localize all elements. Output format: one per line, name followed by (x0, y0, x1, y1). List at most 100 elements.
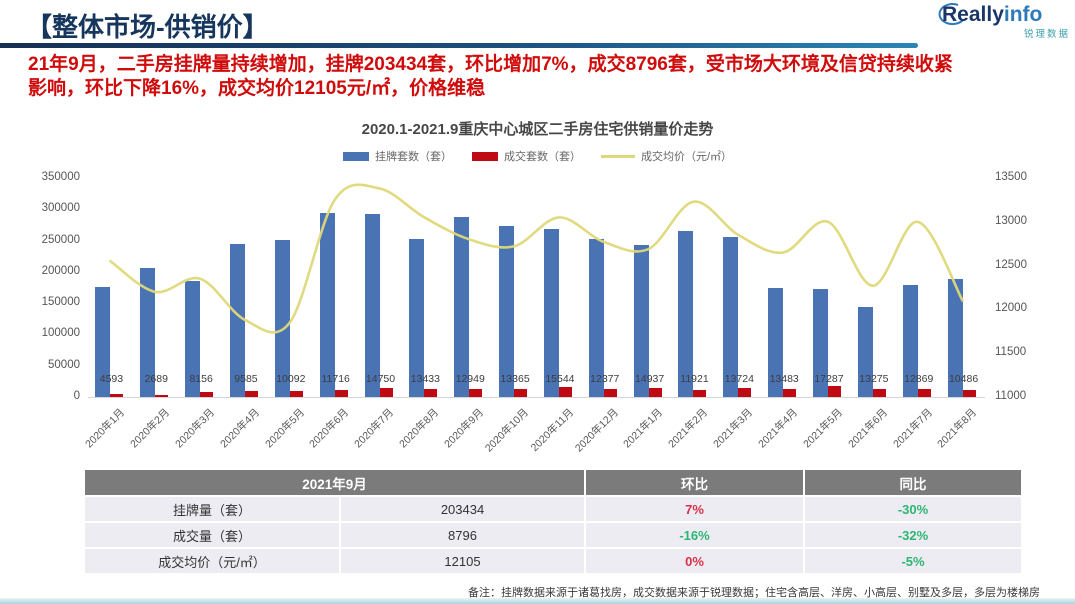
row-mom: 0% (586, 549, 806, 573)
footnote: 备注：挂牌数据来源于诸葛找房，成交数据来源于锐理数据；住宅含高层、洋房、小高层、… (468, 587, 1040, 599)
y-tick-right: 12500 (995, 258, 1027, 271)
transactions-value-label: 12869 (904, 373, 934, 385)
transactions-bar (648, 387, 662, 397)
transactions-bar (603, 389, 617, 397)
transactions-value-label: 8156 (189, 373, 213, 385)
row-label: 挂牌量（套） (85, 497, 341, 521)
logo-subtitle: 锐理数据 (1023, 29, 1070, 40)
y-tick-right: 13500 (995, 171, 1027, 183)
transactions-bar (962, 390, 976, 397)
legend-label-price: 成交均价（元/㎡） (640, 151, 733, 163)
legend-label-listings: 挂牌套数（套） (374, 151, 452, 163)
transactions-bar (200, 391, 214, 397)
transactions-bar (379, 387, 393, 397)
transactions-bar (469, 388, 483, 397)
x-axis-label-text: 2020年4月 (217, 406, 262, 451)
page-title: 【整体市场-供销价】 (26, 12, 269, 42)
chart-title: 2020.1-2021.9重庆中心城区二手房住宅供销量价走势 (361, 121, 714, 138)
x-axis-label-text: 2020年6月 (307, 406, 352, 451)
transactions-bar (558, 387, 572, 397)
transactions-bar (424, 388, 438, 397)
transactions-bar (917, 388, 931, 397)
table-header-mom: 环比 (586, 470, 806, 495)
table-header-yoy: 同比 (805, 470, 1022, 495)
listings-bar (95, 286, 111, 397)
legend-item-listings: 挂牌套数（套） (342, 148, 452, 164)
row-yoy: -32% (805, 523, 1022, 547)
y-tick-left: 250000 (41, 233, 80, 246)
y-tick-left: 300000 (41, 202, 80, 215)
chart-legend: 挂牌套数（套） 成交套数（套） 成交均价（元/㎡） (0, 148, 1075, 164)
logo-really: Really (942, 3, 1004, 26)
transactions-bar (514, 388, 528, 397)
transactions-value-label: 13724 (724, 373, 754, 385)
y-tick-right: 13000 (995, 214, 1027, 227)
transactions-value-label: 14937 (635, 373, 665, 385)
x-axis-label-text: 2021年5月 (800, 406, 845, 451)
transactions-value-label: 12949 (455, 373, 485, 385)
x-axis-label-text: 2021年1月 (621, 406, 666, 451)
transactions-value-label: 13433 (410, 373, 440, 385)
table-row: 成交量（套） 8796 -16% -32% (85, 523, 1022, 547)
transactions-bar (828, 386, 842, 397)
summary-text: 21年9月，二手房挂牌量持续增加，挂牌203434套，环比增加7%，成交8796… (28, 53, 1058, 101)
x-axis-label-text: 2020年8月 (397, 406, 442, 451)
table-row: 挂牌量（套） 203434 7% -30% (85, 497, 1022, 521)
listings-bar (364, 214, 380, 397)
transactions-value-label: 12377 (590, 373, 620, 385)
transactions-bar (738, 388, 752, 397)
legend-swatch-listings (342, 151, 369, 161)
listings-bar (543, 229, 559, 397)
x-axis-label-text: 2020年2月 (128, 406, 173, 451)
table-row: 成交均价（元/㎡） 12105 0% -5% (85, 549, 1022, 573)
legend-label-transactions: 成交套数（套） (503, 151, 581, 163)
row-mom: -16% (586, 523, 806, 547)
row-yoy: -30% (805, 497, 1022, 521)
y-tick-right: 11500 (995, 346, 1027, 359)
transactions-value-label: 14750 (365, 373, 396, 385)
row-label: 成交量（套） (85, 523, 341, 547)
legend-swatch-transactions (471, 151, 498, 161)
summary-table: 2021年9月 环比 同比 挂牌量（套） 203434 7% -30% 成交量（… (85, 468, 1022, 575)
legend-item-price: 成交均价（元/㎡） (600, 148, 733, 164)
y-tick-left: 200000 (41, 264, 80, 277)
x-axis-label-text: 2020年5月 (262, 406, 307, 451)
row-label: 成交均价（元/㎡） (85, 549, 341, 573)
y-tick-right: 12000 (995, 302, 1027, 315)
listings-bar (319, 213, 335, 397)
x-axis-label-text: 2021年8月 (935, 406, 980, 451)
transactions-bar (783, 388, 797, 397)
transactions-value-label: 10092 (276, 373, 306, 385)
x-axis-label-text: 2020年12月 (572, 406, 621, 455)
x-axis-label-text: 2020年11月 (528, 406, 576, 454)
x-axis-label-text: 2021年2月 (666, 406, 711, 451)
transactions-value-label: 4593 (99, 373, 124, 385)
table-header-row: 2021年9月 环比 同比 (85, 470, 1022, 495)
transactions-bar (872, 388, 886, 397)
summary-line-2: 影响，环比下降16%，成交均价12105元/㎡，价格维稳 (28, 78, 486, 99)
x-axis-label-text: 2021年7月 (890, 406, 935, 451)
transactions-value-label: 9585 (234, 373, 258, 385)
header-rule (0, 43, 918, 48)
y-tick-left: 0 (73, 390, 80, 402)
y-tick-left: 50000 (48, 358, 80, 371)
x-axis-label-text: 2020年3月 (173, 406, 218, 451)
logo-info: info (1003, 3, 1043, 26)
row-value: 203434 (341, 497, 587, 521)
bottom-accent-bar (0, 598, 1075, 604)
listings-bar (499, 226, 515, 397)
x-axis-label-text: 2021年6月 (845, 406, 890, 451)
y-tick-left: 150000 (41, 296, 80, 309)
legend-item-transactions: 成交套数（套） (471, 148, 581, 164)
x-axis-label-text: 2020年1月 (83, 406, 128, 451)
y-tick-right: 11000 (995, 390, 1027, 402)
x-axis-label-text: 2021年4月 (756, 406, 801, 451)
listings-bar (454, 217, 470, 397)
brand-logo: Reallyinfo 锐理数据 (932, 3, 1070, 40)
y-tick-left: 100000 (41, 327, 80, 340)
transactions-value-label: 10486 (948, 373, 979, 385)
transactions-value-label: 13483 (769, 373, 799, 385)
transactions-bar (289, 390, 303, 397)
